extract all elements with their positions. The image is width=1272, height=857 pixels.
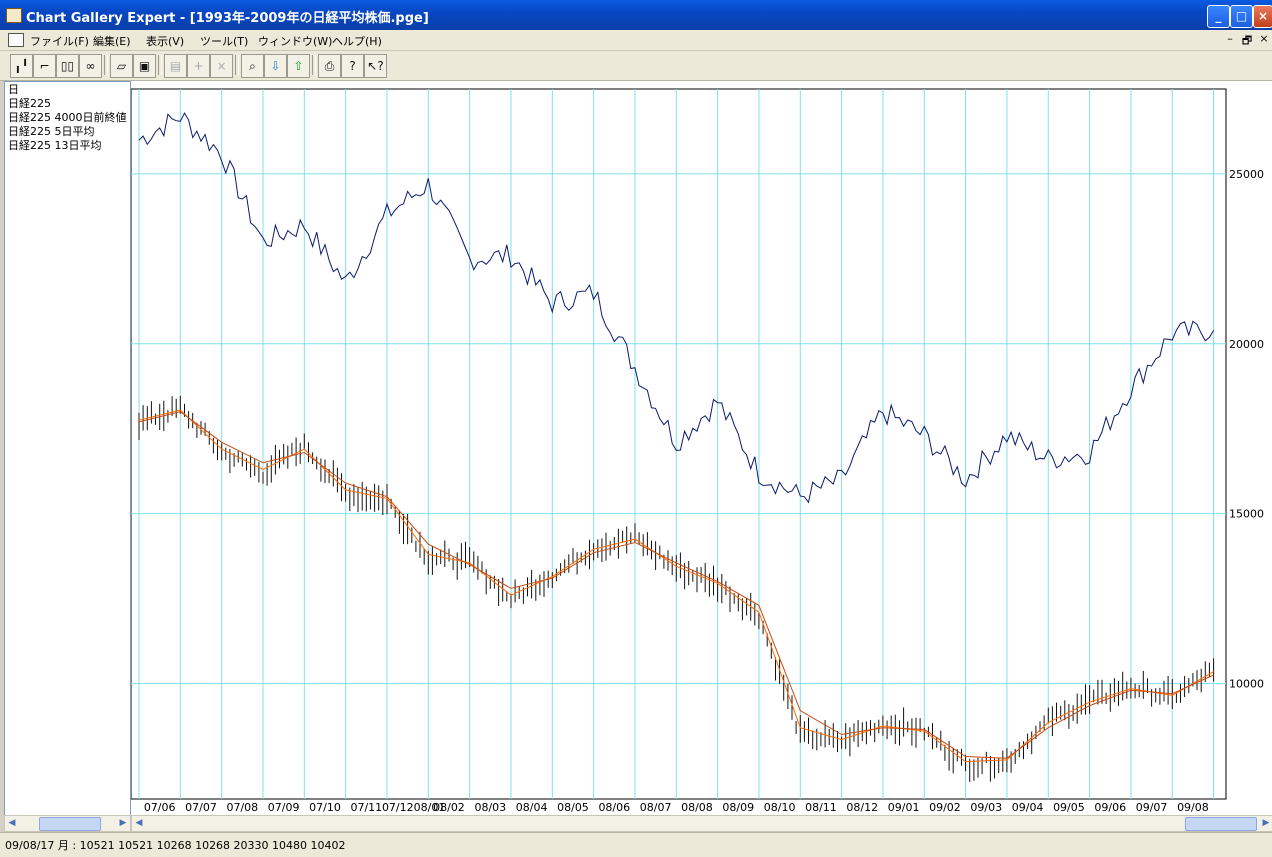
x-tick-label: 07/07 [185, 801, 217, 814]
y-tick-label: 20000 [1229, 338, 1264, 351]
document-icon[interactable] [8, 33, 24, 47]
x-tick-label: 07/08 [226, 801, 258, 814]
title-bar: Chart Gallery Expert - [1993年-2009年の日経平均… [0, 0, 1272, 30]
close-button[interactable]: × [1253, 5, 1272, 28]
down-arrow-icon[interactable]: ⇩ [264, 54, 287, 78]
x-tick-label: 08/06 [598, 801, 630, 814]
x-tick-label: 08/02 [433, 801, 465, 814]
app-icon [6, 8, 22, 23]
line-chart-icon[interactable]: ⌐ [33, 54, 56, 78]
legend-item[interactable]: 日経225 [8, 97, 51, 110]
candlestick-icon[interactable]: ╻╹ [10, 54, 33, 78]
x-tick-label: 08/08 [681, 801, 713, 814]
legend-item[interactable]: 日 [8, 83, 19, 96]
y-tick-label: 15000 [1229, 508, 1264, 521]
y-tick-label: 25000 [1229, 168, 1264, 181]
properties-icon[interactable]: ▤ [164, 54, 187, 78]
scroll-left-icon[interactable]: ◀ [135, 818, 143, 828]
legend-item[interactable]: 日経225 13日平均 [8, 139, 102, 152]
scroll-left-icon[interactable]: ◀ [8, 818, 16, 828]
x-tick-label: 08/07 [640, 801, 672, 814]
legend-item[interactable]: 日経225 5日平均 [8, 125, 95, 138]
zoom-icon[interactable]: ⌕ [241, 54, 264, 78]
x-tick-label: 09/03 [970, 801, 1002, 814]
menu-file[interactable]: ファイル(F) [30, 35, 89, 48]
open-folder-icon[interactable]: ▱ [110, 54, 133, 78]
up-arrow-icon[interactable]: ⇧ [287, 54, 310, 78]
x-tick-label: 08/11 [805, 801, 837, 814]
help-icon[interactable]: ? [341, 54, 364, 78]
toolbar-separator [158, 55, 162, 75]
x-tick-label: 09/07 [1136, 801, 1168, 814]
window-title: Chart Gallery Expert - [1993年-2009年の日経平均… [26, 11, 429, 26]
mdi-close-button[interactable]: × [1259, 32, 1269, 45]
save-icon[interactable]: ▣ [133, 54, 156, 78]
menu-help[interactable]: ヘルプ(H) [332, 35, 382, 48]
crosshair-icon[interactable]: + [187, 54, 210, 78]
menu-bar: ファイル(F) 編集(E) 表示(V) ツール(T) ウィンドウ(W) ヘルプ(… [0, 30, 1272, 51]
mdi-minimize-button[interactable]: – [1227, 32, 1233, 45]
status-text: 09/08/17 月 : 10521 10521 10268 10268 203… [5, 839, 346, 852]
x-tick-label: 08/04 [516, 801, 548, 814]
maximize-button[interactable]: □ [1230, 5, 1253, 28]
x-tick-label: 09/08 [1177, 801, 1209, 814]
toolbar: ╻╹ ⌐ ▯▯ ∞ ▱ ▣ ▤ + × ⌕ ⇩ ⇧ ⎙ ? ↖? [0, 51, 1272, 81]
x-tick-label: 08/10 [764, 801, 796, 814]
x-tick-label: 09/01 [888, 801, 920, 814]
menu-tools[interactable]: ツール(T) [200, 35, 249, 48]
toolbar-separator [235, 55, 239, 75]
print-icon[interactable]: ⎙ [318, 54, 341, 78]
x-tick-label: 07/09 [268, 801, 300, 814]
chart-scrollbar[interactable]: ◀ ▶ [131, 815, 1272, 832]
toolbar-separator [312, 55, 316, 75]
minimize-button[interactable]: _ [1207, 5, 1230, 28]
x-tick-label: 09/05 [1053, 801, 1085, 814]
status-bar: 09/08/17 月 : 10521 10521 10268 10268 203… [0, 832, 1272, 857]
binoculars-icon[interactable]: ∞ [79, 54, 102, 78]
x-tick-label: 07/06 [144, 801, 176, 814]
context-help-icon[interactable]: ↖? [364, 54, 387, 78]
mdi-restore-button[interactable]: 🗗 [1241, 34, 1253, 47]
menu-edit[interactable]: 編集(E) [93, 35, 131, 48]
menu-view[interactable]: 表示(V) [146, 35, 185, 48]
x-tick-label: 07/1208/01 [382, 801, 445, 814]
x-tick-label: 09/04 [1012, 801, 1044, 814]
delete-icon[interactable]: × [210, 54, 233, 78]
chart-svg: 10000 15000 20000 25000 07/06 07/07 07/08 07/09… [130, 88, 1264, 814]
series-line-prior [138, 112, 1215, 504]
plot-frame [130, 88, 1227, 800]
series-line-ma [138, 411, 1214, 759]
x-tick-label: 09/02 [929, 801, 961, 814]
menu-window[interactable]: ウィンドウ(W) [258, 35, 333, 48]
legend-pane: 日 日経225 日経225 4000日前終値 日経225 5日平均 日経225 … [4, 81, 131, 817]
x-tick-label: 07/11 [350, 801, 382, 814]
scroll-thumb[interactable] [1185, 817, 1257, 831]
x-tick-label: 08/12 [846, 801, 878, 814]
y-tick-label: 10000 [1229, 677, 1264, 690]
x-tick-label: 08/05 [557, 801, 589, 814]
x-tick-label: 09/06 [1094, 801, 1126, 814]
scroll-right-icon[interactable]: ▶ [1262, 818, 1270, 828]
toolbar-separator [104, 55, 108, 75]
scroll-right-icon[interactable]: ▶ [119, 818, 127, 828]
x-tick-label: 08/03 [474, 801, 506, 814]
scroll-thumb[interactable] [39, 817, 101, 831]
bar-pair-icon[interactable]: ▯▯ [56, 54, 79, 78]
legend-scrollbar[interactable]: ◀ ▶ [4, 815, 131, 832]
x-tick-label: 07/10 [309, 801, 341, 814]
legend-item[interactable]: 日経225 4000日前終値 [8, 111, 127, 124]
x-tick-label: 08/09 [722, 801, 754, 814]
chart-area[interactable]: 10000 15000 20000 25000 07/06 07/07 07/08 07/09… [130, 81, 1272, 815]
